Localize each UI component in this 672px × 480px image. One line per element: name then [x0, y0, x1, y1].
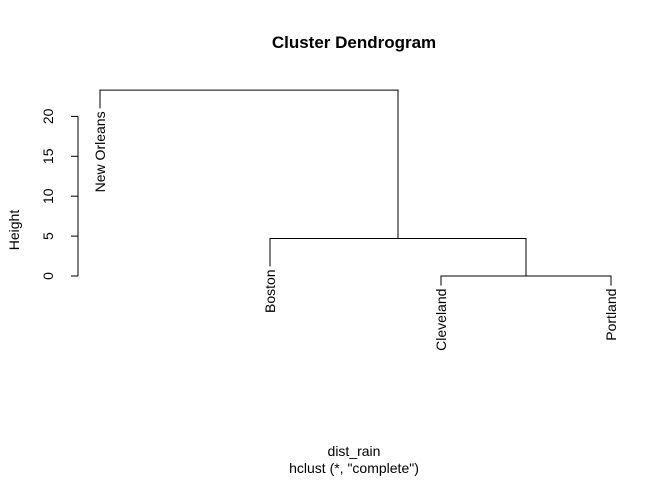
dendrogram-branch [269, 237, 527, 276]
y-axis-label: Height [6, 210, 22, 251]
chart-title: Cluster Dendrogram [272, 33, 436, 52]
y-tick-label: 15 [40, 148, 56, 164]
dendrogram-branch [99, 89, 399, 239]
leaf-label: Portland [603, 289, 619, 341]
y-tick-label: 20 [40, 108, 56, 124]
dendrogram-branches [99, 89, 612, 286]
y-tick-label: 0 [40, 272, 56, 280]
y-tick-label: 5 [40, 232, 56, 240]
y-tick-label: 10 [40, 188, 56, 204]
leaf-label: Boston [262, 269, 278, 313]
method-sublabel: hclust (*, "complete") [289, 460, 419, 476]
x-axis-label: dist_rain [328, 443, 381, 459]
leaf-labels: New Orleans Boston Cleveland Portland [92, 111, 619, 350]
dendrogram-branch [440, 275, 612, 286]
leaf-label: Cleveland [433, 289, 449, 351]
y-axis: 0 5 10 15 20 [40, 108, 79, 280]
leaf-label: New Orleans [92, 111, 108, 192]
